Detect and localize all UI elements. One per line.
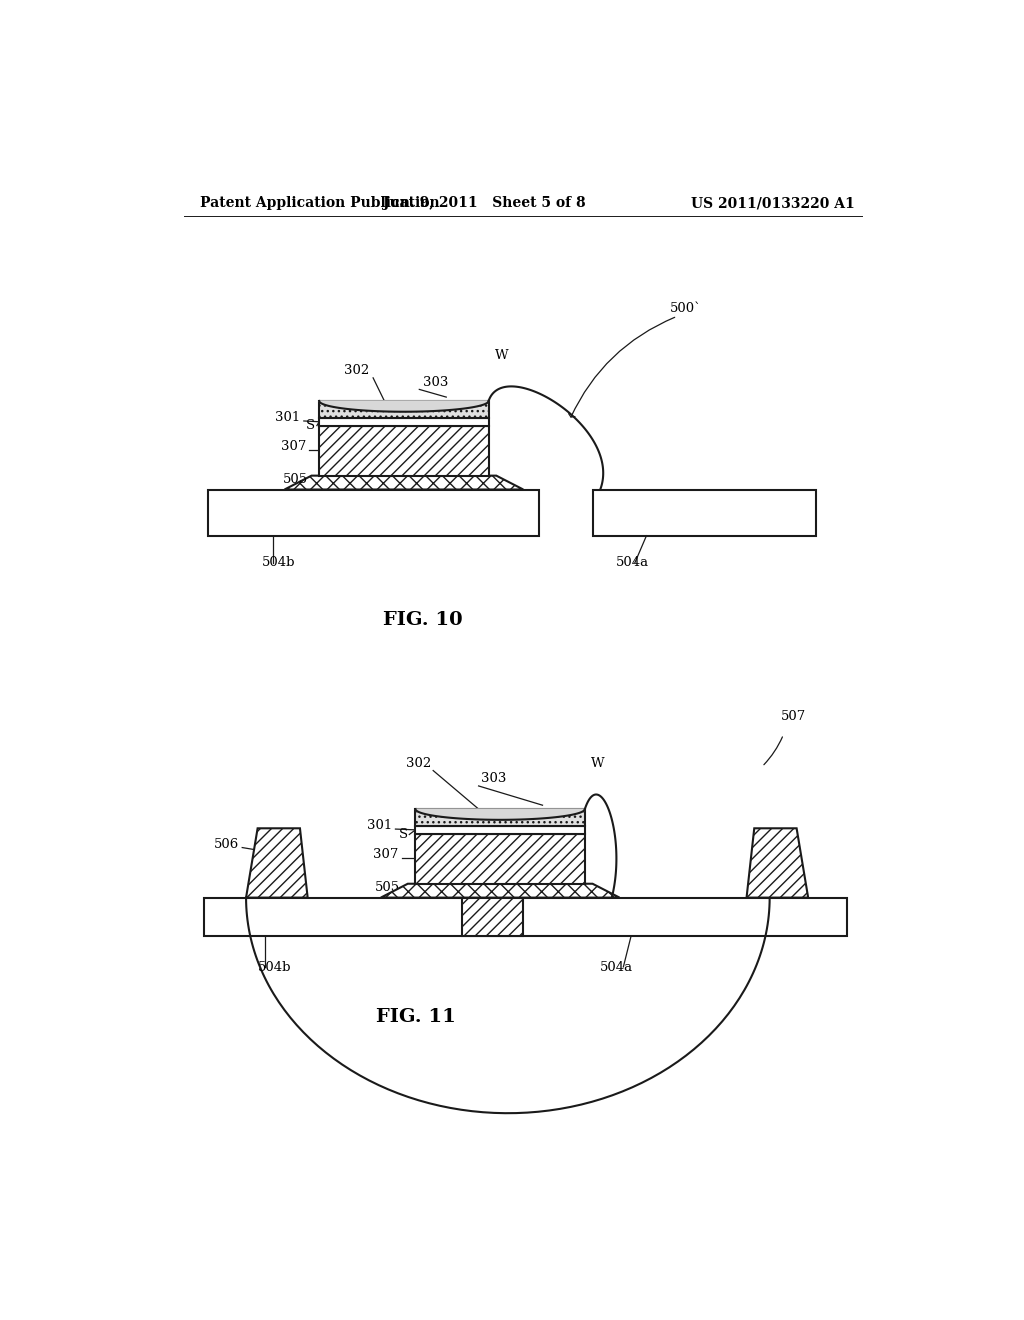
Text: 504b: 504b	[258, 961, 291, 974]
Text: 504a: 504a	[600, 961, 634, 974]
Text: 506: 506	[214, 838, 239, 850]
Bar	[319, 401, 488, 418]
Text: Jun. 9, 2011   Sheet 5 of 8: Jun. 9, 2011 Sheet 5 of 8	[383, 197, 586, 210]
Text: 303: 303	[481, 772, 506, 785]
Text: 302: 302	[344, 364, 370, 378]
Text: S: S	[306, 418, 315, 432]
Text: FIG. 10: FIG. 10	[383, 611, 463, 630]
Text: 507: 507	[781, 710, 807, 723]
Text: US 2011/0133220 A1: US 2011/0133220 A1	[690, 197, 854, 210]
Text: W: W	[591, 756, 604, 770]
Text: 307: 307	[281, 441, 306, 453]
Bar	[416, 826, 585, 834]
Text: 500`: 500`	[670, 302, 701, 315]
Text: Patent Application Publication: Patent Application Publication	[200, 197, 439, 210]
Polygon shape	[319, 425, 488, 475]
Bar	[204, 898, 847, 936]
Text: 307: 307	[373, 849, 398, 862]
Text: 504b: 504b	[261, 557, 295, 569]
Bar	[319, 418, 488, 425]
Text: 504a: 504a	[615, 557, 649, 569]
Bar	[416, 834, 585, 884]
Polygon shape	[319, 401, 488, 412]
Bar	[208, 490, 539, 536]
Text: 302: 302	[406, 756, 431, 770]
Text: 301: 301	[368, 820, 392, 832]
Text: 505: 505	[283, 473, 307, 486]
Text: 301: 301	[274, 411, 300, 424]
Polygon shape	[246, 829, 307, 898]
Text: FIG. 11: FIG. 11	[376, 1008, 456, 1026]
Polygon shape	[746, 829, 808, 898]
Polygon shape	[285, 475, 523, 490]
Bar	[416, 809, 585, 826]
Bar	[462, 898, 523, 936]
Polygon shape	[416, 809, 585, 820]
Bar	[593, 490, 816, 536]
Text: S: S	[398, 828, 408, 841]
Polygon shape	[381, 884, 620, 898]
Text: 303: 303	[423, 376, 449, 388]
Text: 505: 505	[375, 880, 400, 894]
Text: W: W	[495, 348, 508, 362]
